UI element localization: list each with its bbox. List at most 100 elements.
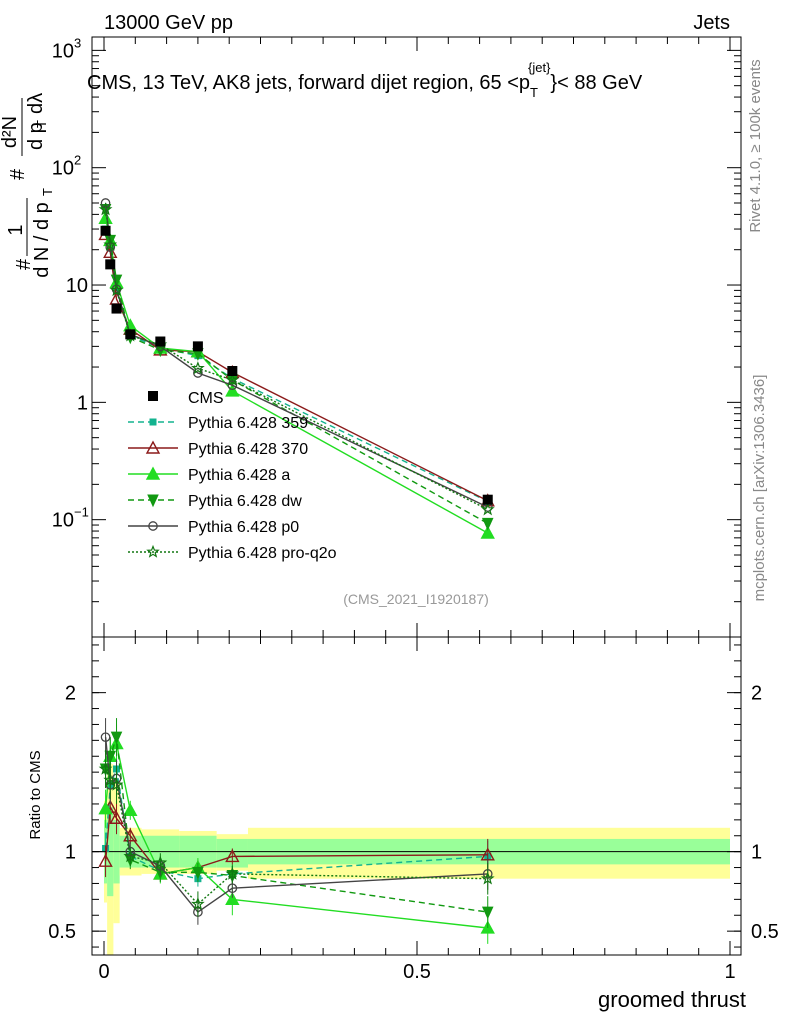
legend-item: Pythia 6.428 a [128, 466, 290, 484]
cms-point [227, 366, 238, 377]
legend-marker [145, 440, 161, 454]
series-point [191, 361, 205, 375]
series-line [104, 209, 489, 511]
main-y-tick-label: 10 [66, 275, 88, 297]
cms-point [482, 494, 493, 505]
svg-text:#: # [13, 258, 35, 270]
legend-label: Pythia 6.428 a [188, 467, 290, 484]
svg-text:T: T [40, 188, 55, 196]
legend-item: Pythia 6.428 dw [128, 493, 302, 510]
ratio-y-tick-label-right: 0.5 [751, 921, 779, 943]
series-point [98, 202, 113, 216]
series-line [104, 228, 489, 503]
ratio-point [225, 848, 240, 863]
series-point [480, 502, 495, 516]
cms-point [100, 225, 111, 236]
ratio-y-tick-label: 2 [65, 683, 76, 705]
ratio-point [98, 853, 113, 867]
series-point [225, 383, 240, 397]
cms-point [111, 303, 122, 314]
ratio-axes: 2 2 1 1 0.5 0.5 [48, 644, 779, 948]
ratio-point [98, 801, 113, 815]
ratio-point [103, 772, 118, 786]
svg-text:#: # [7, 168, 29, 180]
x-tick-label: 1 [724, 961, 735, 983]
ratio-plot-content [98, 718, 495, 944]
main-y-tick-exponent: 3 [74, 35, 81, 50]
main-y-tick-label: 10 [52, 158, 74, 180]
legend-marker [146, 544, 160, 558]
series-line [104, 218, 489, 534]
ratio-band [92, 764, 741, 955]
ratio-point [110, 731, 123, 745]
series-point [225, 372, 240, 386]
legend-item-cms: CMS [148, 390, 224, 407]
svg-text:1: 1 [5, 224, 27, 235]
legend-label: CMS [188, 390, 224, 407]
legend-label: Pythia 6.428 p0 [188, 519, 299, 536]
energy-label: 13000 GeV pp [104, 12, 233, 34]
x-tick-label: 0 [98, 961, 109, 983]
series-Pythia-6428-359 [102, 225, 492, 505]
ratio-point [109, 777, 124, 791]
svg-text:d N / d p: d N / d p [31, 202, 53, 278]
series-line [104, 209, 489, 525]
ratio-series-line [104, 768, 488, 906]
ratio-series-Pythia-6428-dw [99, 718, 494, 928]
series-point [480, 525, 495, 539]
series-Pythia-6428-a [98, 210, 495, 539]
series-point [481, 517, 494, 531]
svg-text:T: T [34, 120, 49, 128]
cms-point [125, 329, 136, 340]
ratio-point [191, 896, 205, 911]
x-tick-label: 0.5 [403, 961, 431, 983]
legend-item: Pythia 6.428 p0 [128, 519, 299, 536]
legend-label: Pythia 6.428 pro-q2o [188, 545, 337, 562]
cms-point [192, 341, 203, 352]
ratio-point [98, 761, 113, 775]
main-y-tick-exponent: 2 [74, 153, 81, 168]
series-point [110, 274, 123, 288]
x-axis-label: groomed thrust [598, 987, 746, 1012]
ratio-point [123, 849, 138, 863]
series-point [100, 198, 111, 208]
legend-marker [148, 391, 158, 401]
site-label: mcplots.cern.ch [arXiv:1306.3436] [751, 375, 768, 602]
legend-marker [147, 494, 159, 508]
ratio-panel: 2 2 1 1 0.5 0.5 [48, 636, 779, 956]
legend-marker [148, 521, 158, 531]
x-axis: 0 0.5 1 [98, 37, 736, 983]
main-y-label: # 1 d N / d p T # d²N d p T dλ [0, 93, 55, 278]
ratio-y-tick-label-right: 1 [751, 842, 762, 864]
legend-marker [149, 418, 157, 426]
series-line [104, 234, 489, 502]
analysis-id: (CMS_2021_I1920187) [343, 591, 489, 607]
ratio-series-Pythia-6428-p0 [100, 718, 493, 925]
series-point [103, 244, 118, 259]
ratio-point [225, 866, 240, 880]
series-Pythia-6428-dw [99, 204, 494, 531]
cms-point [155, 336, 166, 347]
ratio-series-Pythia-6428-pro-q2o [98, 749, 495, 917]
legend: CMS Pythia 6.428 359 Pythia 6.428 370 Pythi… [128, 390, 337, 562]
main-y-tick-label: 1 [77, 392, 88, 414]
series-point [227, 380, 238, 391]
legend-label: Pythia 6.428 dw [188, 493, 302, 510]
main-y-tick-exponent: −1 [74, 505, 89, 520]
ratio-y-tick-label: 1 [65, 842, 76, 864]
chart-title: CMS, 13 TeV, AK8 jets, forward dijet reg… [87, 60, 643, 100]
ratio-series-line [104, 736, 488, 913]
ratio-point [225, 891, 240, 906]
svg-text:d p: d p [25, 122, 47, 150]
legend-label: Pythia 6.428 370 [188, 441, 308, 458]
ratio-point [123, 802, 138, 817]
series-Pythia-6428-pro-q2o [98, 202, 495, 516]
legend-item: Pythia 6.428 359 [128, 415, 308, 432]
ratio-series-line [104, 766, 488, 880]
svg-text:dλ: dλ [25, 93, 47, 114]
ratio-y-label: Ratio to CMS [27, 750, 44, 839]
ratio-y-tick-label: 0.5 [48, 921, 76, 943]
